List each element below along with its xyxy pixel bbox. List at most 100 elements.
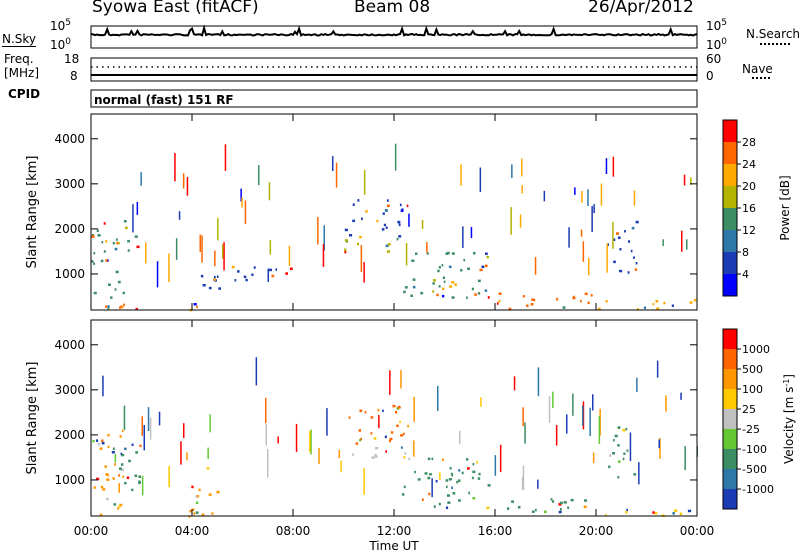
power-cell xyxy=(498,292,502,295)
power-cell xyxy=(106,259,109,262)
power-streak xyxy=(201,235,203,263)
velocity-streak xyxy=(592,452,595,464)
velocity-cell xyxy=(400,434,404,437)
velocity-ytick-label: 1000 xyxy=(54,473,85,487)
velocity-colorbar-frame xyxy=(722,328,738,510)
velocity-colorbar-label: Velocity [m s-1] xyxy=(782,374,797,464)
power-cell xyxy=(451,281,455,284)
power-cell xyxy=(107,305,110,308)
power-cell xyxy=(466,296,468,299)
power-cell xyxy=(410,294,413,297)
power-cell xyxy=(359,235,362,239)
velocity-cell xyxy=(399,420,401,424)
power-cell xyxy=(689,301,693,304)
power-streak xyxy=(582,241,585,262)
power-cell xyxy=(344,250,347,254)
power-cell xyxy=(196,305,198,309)
velocity-streak xyxy=(480,397,482,407)
velocity-cell xyxy=(122,475,125,478)
velocity-cell xyxy=(612,452,615,455)
power-streak xyxy=(223,242,225,271)
power-cell xyxy=(636,308,639,311)
power-cell xyxy=(605,300,608,303)
power-cell xyxy=(415,252,418,255)
velocity-cell xyxy=(449,467,452,470)
power-cell xyxy=(245,278,248,282)
velocity-ytick-label: 3000 xyxy=(54,383,85,397)
power-cell xyxy=(587,301,590,305)
power-streak xyxy=(288,245,291,266)
velocity-cell xyxy=(198,488,201,492)
power-streak xyxy=(199,234,201,252)
velocity-streak xyxy=(684,446,686,471)
velocity-cell xyxy=(101,441,105,445)
power-streak xyxy=(543,190,546,202)
power-streak xyxy=(600,183,603,206)
power-streak xyxy=(224,144,227,171)
velocity-streak xyxy=(537,367,540,397)
power-cell xyxy=(613,238,616,241)
velocity-cell xyxy=(358,429,362,432)
power-cell xyxy=(628,240,631,243)
velocity-streak xyxy=(207,447,209,459)
velocity-streak xyxy=(589,407,591,437)
power-streak xyxy=(426,242,428,253)
power-cell xyxy=(420,291,424,295)
velocity-cell xyxy=(113,503,117,506)
velocity-scatter xyxy=(92,357,698,518)
velocity-cell xyxy=(584,499,588,502)
velocity-cell xyxy=(397,406,401,409)
velocity-cell xyxy=(477,477,481,480)
velocity-cell xyxy=(377,408,380,412)
velocity-cell xyxy=(401,493,405,496)
power-streak xyxy=(460,164,462,186)
power-streak xyxy=(462,226,464,248)
power-cell xyxy=(253,266,256,269)
power-cell xyxy=(403,290,406,294)
power-cell xyxy=(381,228,385,231)
velocity-streak xyxy=(638,462,640,485)
power-cell xyxy=(498,299,501,303)
velocity-cell xyxy=(370,416,374,419)
power-cell xyxy=(616,232,620,235)
power-cell xyxy=(617,236,621,239)
velocity-streak xyxy=(326,408,328,436)
power-cell xyxy=(663,301,666,305)
power-streak xyxy=(421,219,424,230)
velocity-streak xyxy=(522,407,524,427)
power-cell xyxy=(445,252,448,255)
velocity-cell xyxy=(622,457,625,461)
velocity-cell xyxy=(114,463,116,466)
power-cell xyxy=(92,233,94,237)
power-cell xyxy=(107,283,111,286)
velocity-cell xyxy=(605,514,607,517)
power-panel: 1000 2000 3000 4000 Slant Range [km] xyxy=(25,113,698,312)
power-streak xyxy=(186,177,189,196)
velocity-cell xyxy=(395,411,398,414)
velocity-streak xyxy=(186,452,188,461)
velocity-cell xyxy=(468,491,471,495)
velocity-ytick-label: 2000 xyxy=(54,428,85,442)
velocity-cell xyxy=(107,445,110,449)
power-cell xyxy=(635,220,639,224)
velocity-colorbar-tick-label: 500 xyxy=(742,363,763,376)
velocity-streak xyxy=(338,449,341,459)
velocity-cell xyxy=(385,450,388,453)
power-streak xyxy=(683,174,686,186)
velocity-cell xyxy=(451,486,453,490)
velocity-cell xyxy=(359,409,363,412)
velocity-cell xyxy=(560,508,562,511)
power-streak xyxy=(511,164,513,178)
velocity-cell xyxy=(457,479,461,482)
power-cell xyxy=(454,283,457,286)
power-cell xyxy=(656,307,660,310)
velocity-streak xyxy=(431,478,433,498)
power-colorbar-segment xyxy=(723,142,737,165)
power-streak xyxy=(140,172,142,186)
velocity-streak xyxy=(183,423,185,438)
velocity-cell xyxy=(448,478,452,481)
power-streak xyxy=(612,156,615,177)
power-cell xyxy=(344,248,347,251)
power-cell xyxy=(652,302,655,306)
nave-tick-low: 0 xyxy=(706,69,714,83)
